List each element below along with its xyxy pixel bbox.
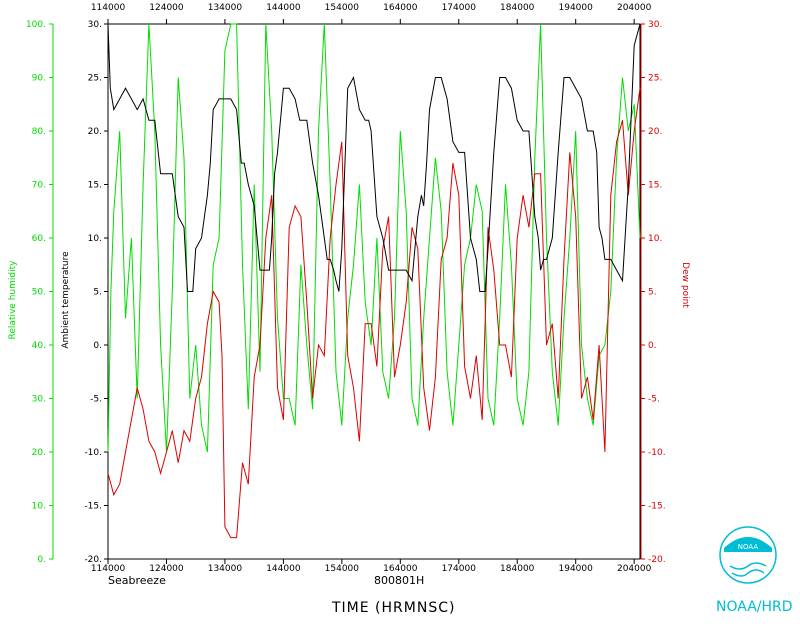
noaa-bird-icon xyxy=(724,537,772,552)
temperature-axis-title: Ambient temperature xyxy=(61,251,71,349)
x-bottom-tick-labels: 114000 124000 134000 144000 154000 164000 1740… xyxy=(91,564,652,574)
dewpoint-tick-label: 25. xyxy=(648,74,662,84)
x-tick-label-top: 134000 xyxy=(208,3,243,13)
x-tick-label-top: 114000 xyxy=(91,3,126,13)
x-tick-label-top: 164000 xyxy=(383,3,418,13)
dewpoint-tick-label: 5. xyxy=(648,288,657,298)
temp-tick-label: -15. xyxy=(84,502,102,512)
rh-tick-label: 10. xyxy=(32,502,46,512)
rh-tick-label: 0. xyxy=(37,555,46,565)
noaa-logo: NOAA xyxy=(719,526,777,584)
x-tick-label: 204000 xyxy=(617,564,652,574)
dewpoint-tick-label: 0. xyxy=(648,341,657,351)
x-axis-title: TIME (HRMNSC) xyxy=(331,600,455,616)
x-tick-label-top: 194000 xyxy=(559,3,594,13)
temp-tick-label: 30. xyxy=(88,20,102,30)
x-top-tick-labels: 114000 124000 134000 144000 154000 164000 1740… xyxy=(91,3,652,13)
tick-marks xyxy=(49,19,645,564)
x-tick-label: 194000 xyxy=(559,564,594,574)
dewpoint-tick-label: 10. xyxy=(648,234,662,244)
temp-tick-label: -5. xyxy=(90,395,102,405)
dewpoint-tick-labels: -20. -15. -10. -5. 0. 5. 10. 15. 20. 25. 30. xyxy=(648,20,666,565)
x-tick-label: 134000 xyxy=(208,564,243,574)
x-tick-label-top: 124000 xyxy=(149,3,184,13)
series-layer xyxy=(107,23,641,539)
x-tick-label: 144000 xyxy=(266,564,301,574)
rh-tick-label: 40. xyxy=(32,341,46,351)
dewpoint-tick-label: -10. xyxy=(648,448,666,458)
series-line-relative-humidity xyxy=(107,23,641,453)
temp-tick-label: 20. xyxy=(88,127,102,137)
dewpoint-axis-title: Dew point xyxy=(680,262,690,308)
rh-tick-label: 20. xyxy=(32,448,46,458)
temp-tick-label: 10. xyxy=(88,234,102,244)
rh-axis-title: Relative humidity xyxy=(8,260,18,340)
dewpoint-tick-label: -20. xyxy=(648,555,666,565)
x-tick-label: 154000 xyxy=(325,564,360,574)
temp-tick-label: 25. xyxy=(88,74,102,84)
x-tick-label-top: 144000 xyxy=(266,3,301,13)
x-tick-label-top: 174000 xyxy=(442,3,477,13)
rh-tick-label: 100. xyxy=(26,20,46,30)
temp-tick-label: 0. xyxy=(93,341,102,351)
x-tick-label: 184000 xyxy=(500,564,535,574)
x-tick-label-top: 154000 xyxy=(325,3,360,13)
temp-tick-label: 5. xyxy=(93,288,102,298)
series-line-dew-point xyxy=(107,88,641,539)
x-tick-label: 174000 xyxy=(442,564,477,574)
temp-tick-label: -20. xyxy=(84,555,102,565)
temp-tick-label: -10. xyxy=(84,448,102,458)
x-tick-label-top: 204000 xyxy=(617,3,652,13)
dewpoint-tick-label: 20. xyxy=(648,127,662,137)
x-tick-label: 164000 xyxy=(383,564,418,574)
x-tick-label: 114000 xyxy=(91,564,126,574)
annotation-seabreeze: Seabreeze xyxy=(108,574,166,587)
dewpoint-tick-label: 15. xyxy=(648,181,662,191)
x-tick-label-top: 184000 xyxy=(500,3,535,13)
humidity-tick-labels: 0. 10. 20. 30. 40. 50. 60. 70. 80. 90. 100. xyxy=(26,20,46,565)
temperature-tick-labels: -20. -15. -10. -5. 0. 5. 10. 15. 20. 25. 30. xyxy=(84,20,102,565)
flight-id: 800801H xyxy=(374,574,424,587)
rh-tick-label: 30. xyxy=(32,395,46,405)
dewpoint-tick-label: -15. xyxy=(648,502,666,512)
noaa-emblem-text: NOAA xyxy=(738,543,759,551)
series-line-ambient-temperature xyxy=(107,23,641,292)
rh-tick-label: 90. xyxy=(32,74,46,84)
rh-tick-label: 70. xyxy=(32,181,46,191)
dewpoint-tick-label: -5. xyxy=(648,395,660,405)
rh-tick-label: 80. xyxy=(32,127,46,137)
dewpoint-tick-label: 30. xyxy=(648,20,662,30)
temp-tick-label: 15. xyxy=(88,181,102,191)
x-tick-label: 124000 xyxy=(149,564,184,574)
rh-tick-label: 60. xyxy=(32,234,46,244)
rh-tick-label: 50. xyxy=(32,288,46,298)
noaa-hrd-label: NOAA/HRD xyxy=(716,599,793,615)
